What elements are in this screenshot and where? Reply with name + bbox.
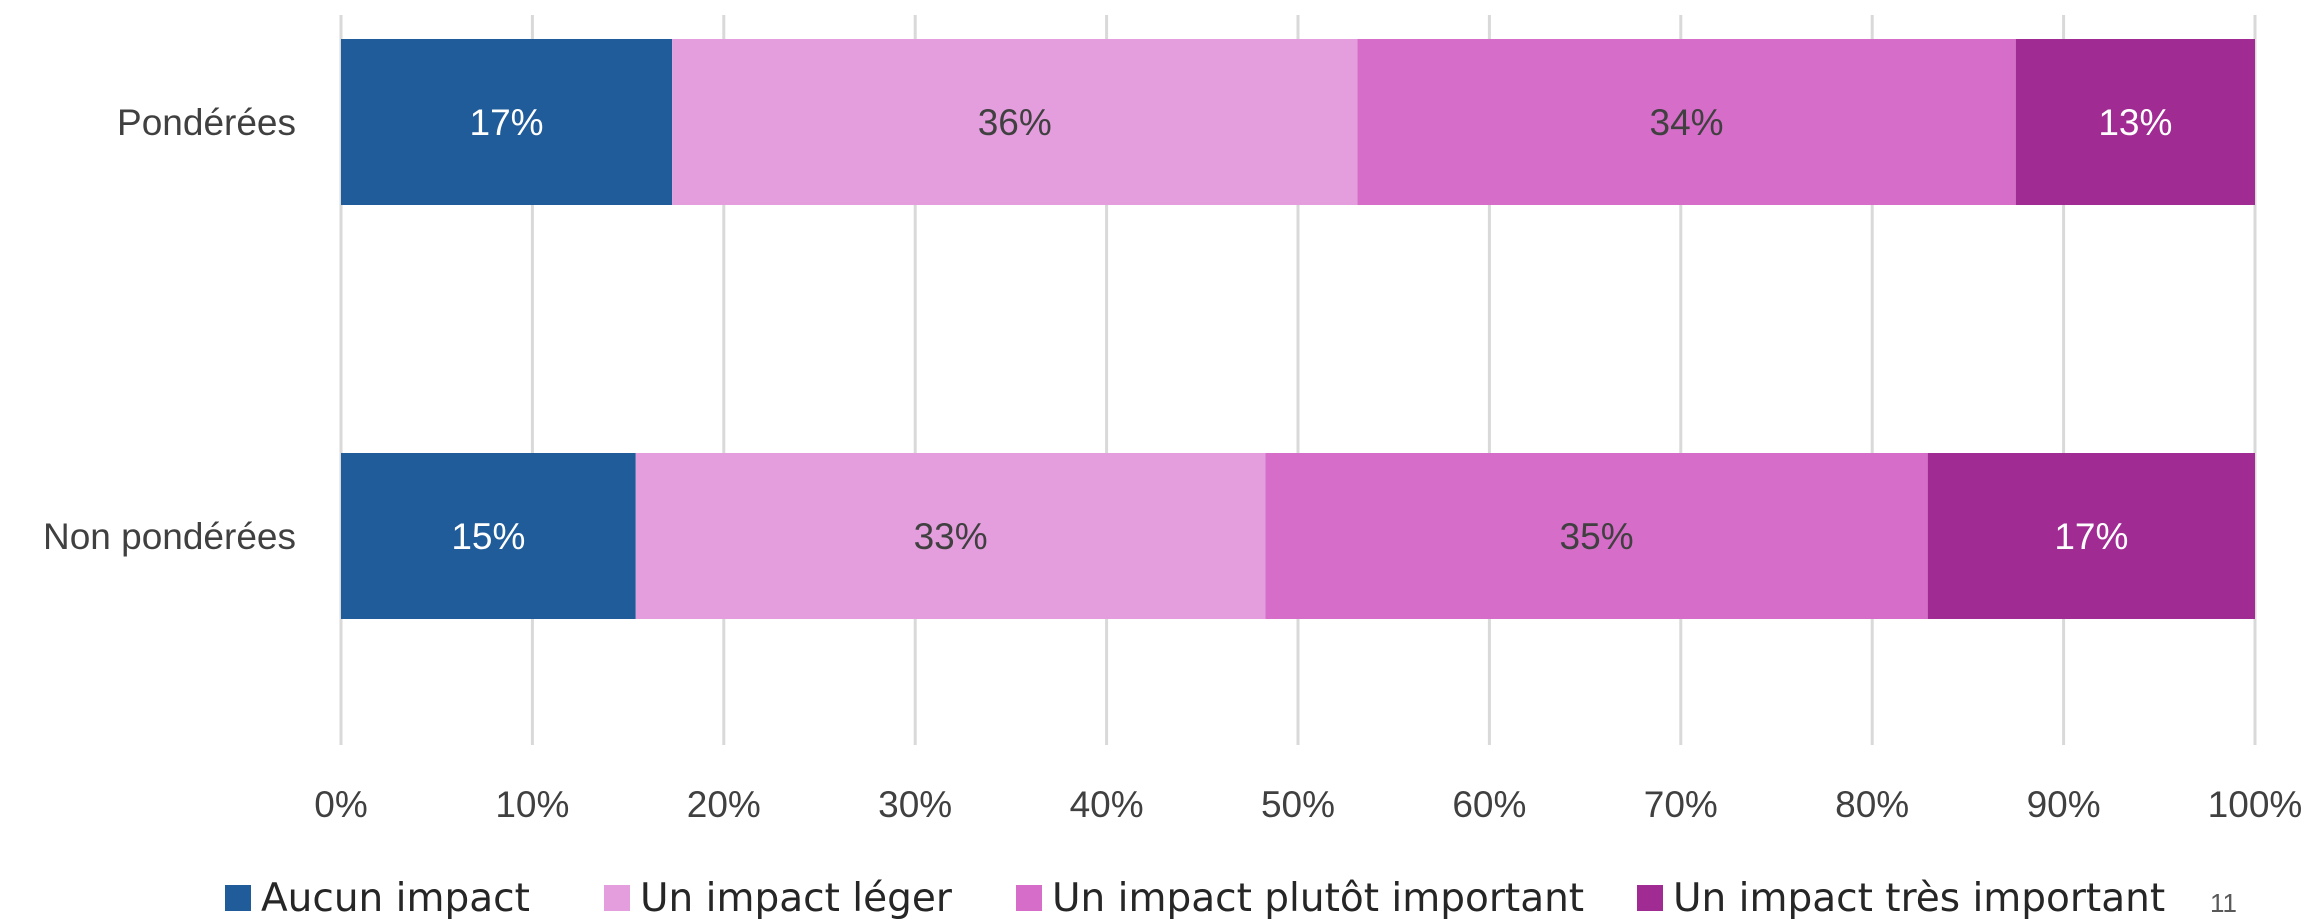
category-labels: Pondérées Non pondérées <box>43 102 296 557</box>
legend-item: Aucun impact <box>225 876 530 919</box>
x-tick-label: 70% <box>1644 784 1718 825</box>
legend-label: Aucun impact <box>261 876 530 919</box>
bars: 17% 36% 34% 13% 15% 33% 35% 17% <box>341 39 2255 619</box>
x-tick-label: 30% <box>878 784 952 825</box>
bar-segment <box>672 39 1358 205</box>
x-axis-tick-labels: 0% 10% 20% 30% 40% 50% 60% 70% 80% 90% 100% <box>314 784 2302 825</box>
legend-swatch <box>225 885 251 911</box>
legend-item: Un impact plutôt important <box>1016 876 1584 919</box>
x-tick-label: 40% <box>1070 784 1144 825</box>
legend-label: Un impact plutôt important <box>1052 876 1584 919</box>
x-tick-label: 20% <box>687 784 761 825</box>
category-label: Non pondérées <box>43 516 296 557</box>
legend-item: Un impact léger <box>604 876 953 919</box>
legend-label: Un impact léger <box>640 876 953 919</box>
data-label: 15% <box>451 516 525 557</box>
bar-segment <box>341 453 636 619</box>
bar-segment <box>1927 453 2255 619</box>
x-tick-label: 50% <box>1261 784 1335 825</box>
data-label: 17% <box>2054 516 2128 557</box>
x-tick-label: 60% <box>1452 784 1526 825</box>
bar-segment <box>2015 39 2255 205</box>
x-tick-label: 100% <box>2208 784 2303 825</box>
legend-swatch <box>1637 885 1663 911</box>
x-tick-label: 0% <box>314 784 367 825</box>
bar-segment <box>1265 453 1928 619</box>
bar-segment <box>1357 39 2016 205</box>
data-label: 36% <box>978 102 1052 143</box>
legend: Aucun impact Un impact léger Un impact plu… <box>225 876 2165 919</box>
data-label: 17% <box>470 102 544 143</box>
legend-swatch <box>1016 885 1042 911</box>
data-label: 33% <box>914 516 988 557</box>
data-label: 34% <box>1650 102 1724 143</box>
legend-label: Un impact très important <box>1673 876 2165 919</box>
legend-swatch <box>604 885 630 911</box>
bar-segment <box>635 453 1266 619</box>
legend-item: Un impact très important <box>1637 876 2165 919</box>
x-tick-label: 10% <box>495 784 569 825</box>
page-number: 11 <box>2210 888 2237 918</box>
bar-segment <box>341 39 673 205</box>
data-label: 13% <box>2098 102 2172 143</box>
category-label: Pondérées <box>117 102 296 143</box>
x-tick-label: 80% <box>1835 784 1909 825</box>
data-label: 35% <box>1560 516 1634 557</box>
x-tick-label: 90% <box>2027 784 2101 825</box>
